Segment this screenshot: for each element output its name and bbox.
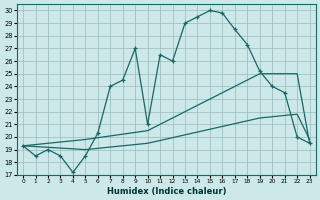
X-axis label: Humidex (Indice chaleur): Humidex (Indice chaleur) [107, 187, 226, 196]
